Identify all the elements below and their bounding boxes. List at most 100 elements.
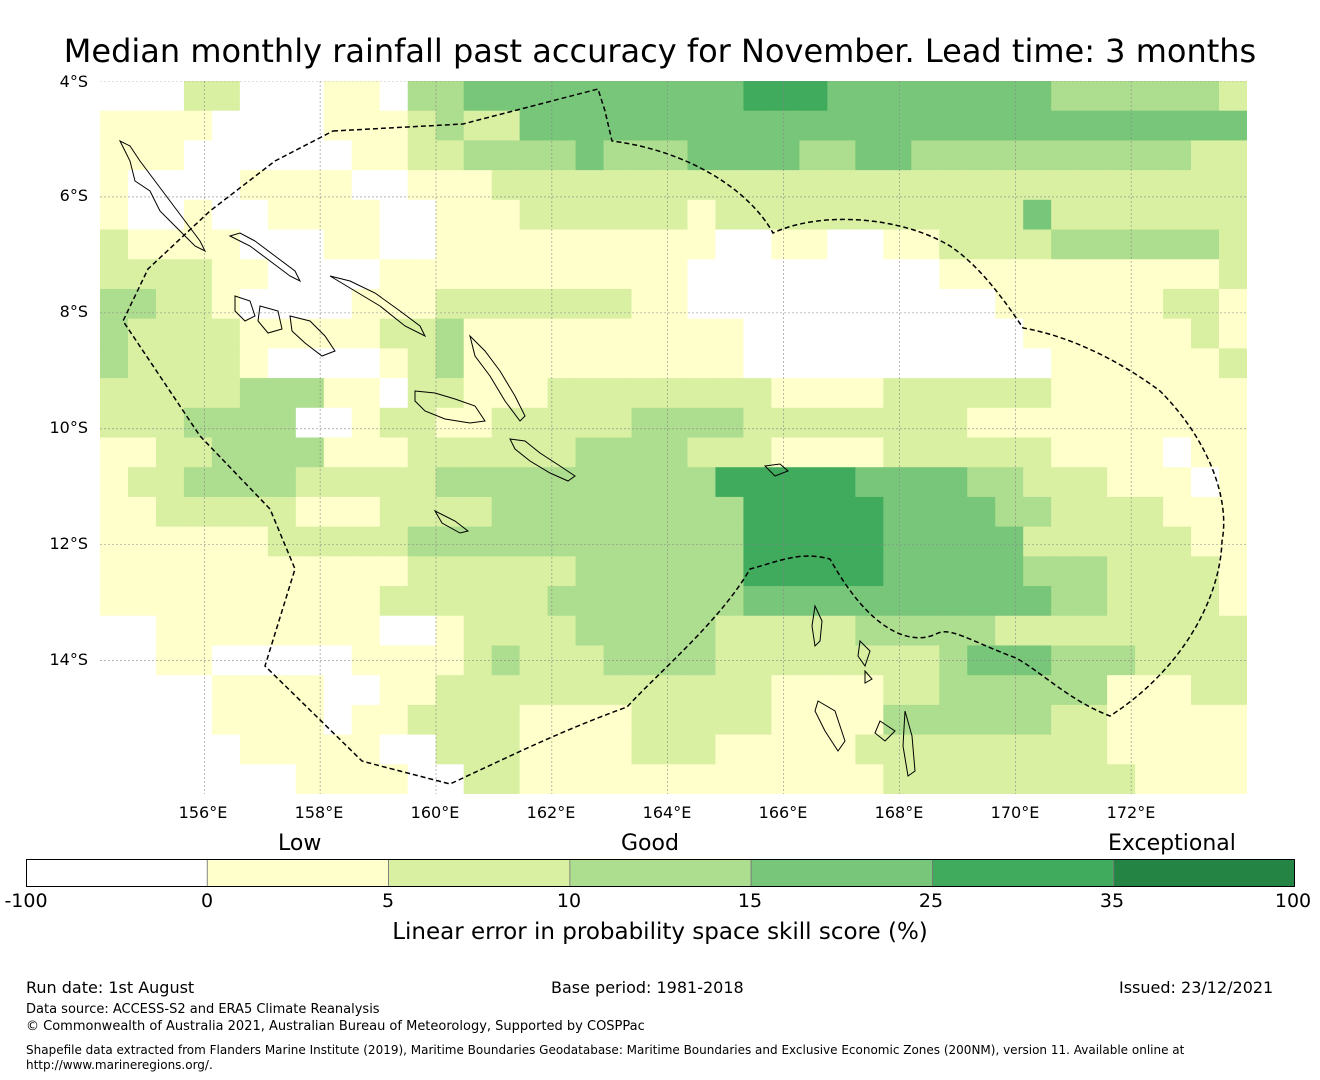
grid-cell [743, 526, 773, 557]
grid-cell [379, 467, 409, 498]
grid-cell [463, 496, 493, 528]
grid-cell [603, 496, 633, 528]
grid-cell [1079, 704, 1108, 736]
grid-cell [1191, 110, 1220, 142]
grid-cell [631, 407, 661, 439]
grid-cell [575, 615, 605, 647]
grid-cell [1191, 675, 1220, 706]
grid-cell [743, 81, 773, 112]
grid-cell [827, 288, 856, 320]
grid-cell [267, 764, 297, 794]
grid-cell [435, 526, 465, 557]
grid-cell [631, 675, 661, 706]
grid-cell [939, 199, 968, 231]
grid-cell [491, 556, 521, 587]
grid-cell [939, 348, 968, 379]
grid-cell [687, 81, 717, 112]
grid-cell [631, 229, 661, 260]
grid-cell [771, 288, 800, 320]
grid-cell [267, 734, 297, 765]
grid-cell [883, 288, 912, 320]
grid-cell [603, 675, 633, 706]
grid-cell [239, 704, 269, 736]
grid-cell [379, 259, 409, 290]
grid-cell [519, 259, 549, 290]
grid-cell [1079, 675, 1108, 706]
grid-cell [239, 407, 269, 439]
lon-label-166e: 166°E [758, 803, 808, 822]
grid-cell [407, 378, 437, 409]
grid-cell [1191, 378, 1220, 409]
grid-cell [967, 675, 996, 706]
grid-cell [1079, 229, 1108, 260]
grid-cell [575, 348, 605, 379]
grid-cell [379, 704, 409, 736]
grid-cell [687, 229, 717, 260]
grid-cell [100, 229, 129, 260]
grid-cell [967, 170, 996, 201]
grid-cell [1079, 764, 1108, 794]
tick-25: 25 [918, 890, 944, 912]
grid-cell [1051, 437, 1080, 468]
grid-cell [771, 378, 800, 409]
grid-cell [491, 170, 521, 201]
grid-cell [239, 378, 269, 409]
colorbar-label: Linear error in probability space skill … [392, 919, 928, 945]
grid-cell [519, 110, 549, 142]
grid-cell [519, 556, 549, 587]
grid-cell [547, 229, 577, 260]
grid-cell [211, 318, 241, 349]
grid-cell [743, 437, 773, 468]
grid-cell [1135, 81, 1164, 112]
grid-cell [547, 764, 577, 794]
grid-cell [911, 110, 940, 142]
grid-cell [967, 407, 996, 439]
grid-cell [379, 318, 409, 349]
grid-cell [1191, 496, 1220, 528]
grid-cell [1163, 734, 1192, 765]
grid-cell [911, 704, 940, 736]
grid-cell [603, 437, 633, 468]
grid-cell [743, 407, 773, 439]
grid-cell [183, 467, 213, 498]
grid-cell [939, 734, 968, 765]
grid-cell [883, 734, 912, 765]
grid-cell [155, 229, 185, 260]
grid-cell [435, 437, 465, 468]
grid-cell [715, 318, 745, 349]
grid-cell [659, 170, 689, 201]
grid-cell [211, 199, 241, 231]
grid-cell [379, 378, 409, 409]
grid-cell [1163, 170, 1192, 201]
grid-cell [183, 348, 213, 379]
grid-cell [659, 526, 689, 557]
grid-cell [100, 199, 129, 231]
grid-cell [239, 675, 269, 706]
grid-cell [267, 229, 297, 260]
grid-cell [1191, 734, 1220, 765]
grid-cell [1023, 140, 1052, 171]
grid-cell [127, 526, 157, 557]
grid-cell [687, 407, 717, 439]
grid-cell [379, 526, 409, 557]
grid-cell [379, 437, 409, 468]
grid-cell [183, 526, 213, 557]
grid-cell [519, 288, 549, 320]
grid-cell [491, 496, 521, 528]
grid-cell [939, 288, 968, 320]
grid-cell [351, 81, 381, 112]
grid-cell [1163, 704, 1192, 736]
grid-cell [575, 81, 605, 112]
grid-cell [659, 110, 689, 142]
grid-cell [631, 170, 661, 201]
grid-cell [463, 586, 493, 617]
grid-cell [127, 437, 157, 468]
grid-cell [939, 437, 968, 468]
grid-cell [1135, 467, 1164, 498]
grid-cell [547, 496, 577, 528]
grid-cell [239, 437, 269, 468]
grid-cell [519, 615, 549, 647]
grid-cell [1191, 348, 1220, 379]
grid-cell [1079, 348, 1108, 379]
grid-cell [939, 675, 968, 706]
